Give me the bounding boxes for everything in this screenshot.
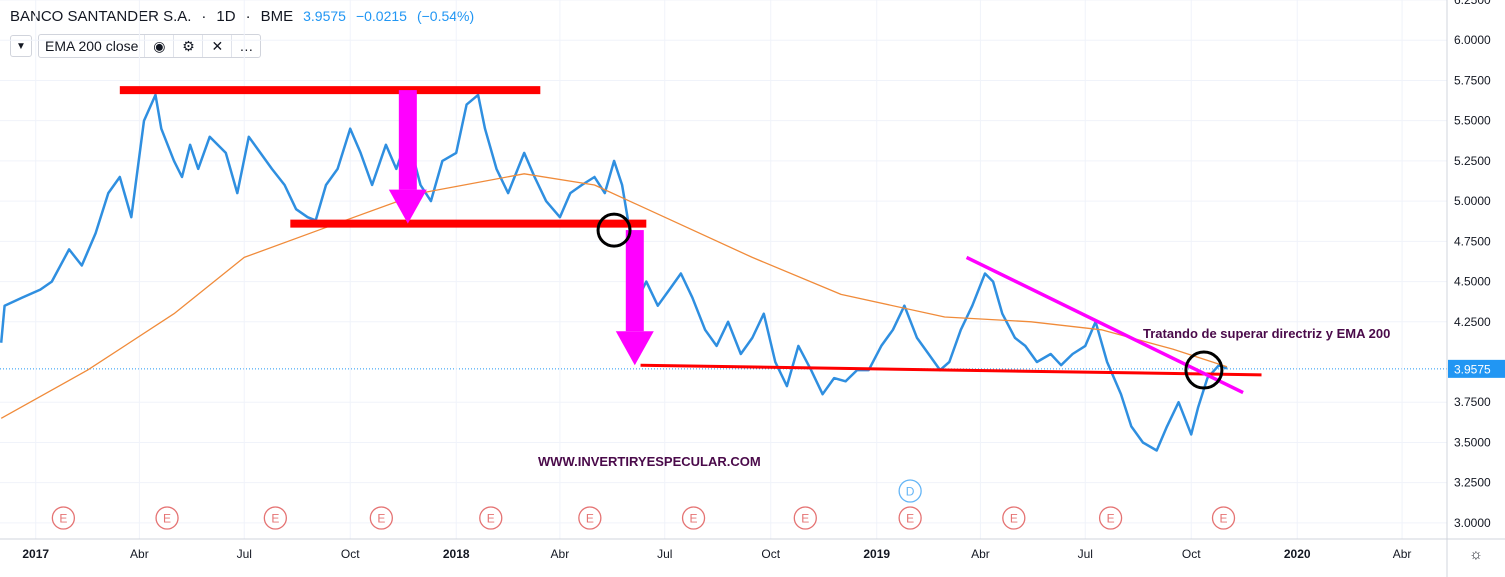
y-tick-label: 4.7500: [1454, 234, 1491, 248]
x-tick-label: Abr: [130, 547, 149, 561]
note-annotation: Tratando de superar directriz y EMA 200: [1143, 326, 1390, 341]
exchange: BME: [260, 8, 294, 25]
earnings-marker[interactable]: [578, 506, 602, 530]
events-layer: E E E E E E E E E E E ED: [51, 479, 1236, 530]
y-tick-label: 3.2500: [1454, 476, 1491, 490]
header-separator: ·: [201, 8, 207, 25]
x-tick-label: Abr: [551, 547, 570, 561]
eye-icon[interactable]: ◉: [144, 35, 173, 57]
y-tick-label: 5.0000: [1454, 194, 1491, 208]
ema-200-line: [0, 173, 1228, 419]
drop-arrow-1-shaft: [398, 90, 417, 190]
earnings-marker-label: E: [163, 512, 171, 526]
earnings-marker-label: E: [801, 512, 809, 526]
earnings-marker[interactable]: [793, 506, 817, 530]
y-tick-label: 6.2500: [1454, 0, 1491, 7]
x-tick-label: Oct: [761, 547, 780, 561]
earnings-marker[interactable]: [681, 506, 706, 530]
x-tick-label: 2017: [22, 547, 49, 561]
earnings-marker-label: E: [586, 512, 594, 526]
earnings-marker-label: E: [1010, 512, 1018, 526]
downtrend-line: [965, 255, 1244, 395]
price-line: [0, 93, 1228, 452]
earnings-marker[interactable]: [1211, 506, 1236, 530]
drop-arrow-2-shaft: [625, 230, 644, 332]
earnings-marker-label: E: [1219, 512, 1227, 526]
y-tick-label: 5.5000: [1454, 114, 1491, 128]
drop-arrow-1-head: [388, 189, 427, 224]
y-tick-label: 3.0000: [1454, 516, 1491, 530]
x-tick-label: Oct: [341, 547, 360, 561]
y-tick-label: 5.2500: [1454, 154, 1491, 168]
earnings-marker-label: E: [271, 512, 279, 526]
x-tick-label: Jul: [1078, 547, 1093, 561]
indicator-label[interactable]: EMA 200 close: [45, 38, 139, 54]
website-annotation: WWW.INVERTIRYESPECULAR.COM: [538, 454, 761, 469]
x-tick-label: 2019: [863, 547, 890, 561]
y-tick-label: 3.5000: [1454, 435, 1491, 449]
earnings-marker-label: E: [690, 512, 698, 526]
y-tick-label: 5.7500: [1454, 73, 1491, 87]
dividend-marker-label: D: [906, 485, 915, 499]
earnings-marker[interactable]: [1098, 506, 1123, 530]
earnings-marker[interactable]: [479, 506, 503, 530]
x-tick-label: Oct: [1182, 547, 1201, 561]
x-tick-label: Jul: [237, 547, 252, 561]
y-tick-label: 4.5000: [1454, 275, 1491, 289]
last-price-tag: [1448, 359, 1505, 378]
indicator-box[interactable]: EMA 200 close ◉ ⚙ ✕ …: [38, 34, 262, 58]
earnings-marker-label: E: [906, 512, 914, 526]
earnings-marker-label: E: [1107, 512, 1115, 526]
highlight-circle-1: [596, 212, 632, 248]
x-tick-label: 2020: [1284, 547, 1311, 561]
y-tick-label: 4.2500: [1454, 315, 1491, 329]
series-layer: [0, 93, 1228, 452]
chart-header: BANCO SANTANDER S.A. · 1D · BME 3.9575 −…: [10, 8, 474, 25]
drop-arrow-2-head: [615, 331, 654, 366]
earnings-marker[interactable]: [155, 506, 179, 530]
y-tick-label: 3.7500: [1454, 395, 1491, 409]
close-icon[interactable]: ✕: [202, 35, 231, 57]
x-tick-label: Jul: [657, 547, 672, 561]
last-price: 3.9575: [303, 8, 346, 24]
earnings-marker[interactable]: [1002, 506, 1026, 530]
x-tick-label: 2018: [443, 547, 470, 561]
interval[interactable]: 1D: [216, 8, 236, 25]
x-tick-label: Abr: [1393, 547, 1412, 561]
gear-icon[interactable]: ⚙: [173, 35, 202, 57]
earnings-marker[interactable]: [898, 506, 922, 530]
earnings-marker[interactable]: [263, 506, 287, 530]
last-price-tag-label: 3.9575: [1454, 362, 1491, 376]
price-change: −0.0215: [355, 8, 407, 24]
header-separator: ·: [245, 8, 251, 25]
symbol-name: BANCO SANTANDER S.A.: [10, 8, 192, 25]
y-tick-label: 6.0000: [1454, 33, 1491, 47]
x-tick-label: Abr: [971, 547, 990, 561]
earnings-marker[interactable]: [369, 506, 393, 530]
support-line-2: [640, 363, 1262, 377]
grid: [0, 0, 1447, 539]
price-change-pct: (−0.54%): [416, 8, 475, 24]
settings-icon[interactable]: ☼: [1469, 546, 1483, 563]
earnings-marker-label: E: [377, 512, 385, 526]
dividend-marker[interactable]: [898, 479, 922, 503]
earnings-marker-label: E: [487, 512, 495, 526]
more-icon[interactable]: …: [231, 35, 260, 57]
earnings-marker-label: E: [59, 512, 67, 526]
highlight-circle-2: [1184, 350, 1224, 390]
drawings-layer: [119, 86, 1262, 395]
earnings-marker[interactable]: [51, 506, 76, 530]
